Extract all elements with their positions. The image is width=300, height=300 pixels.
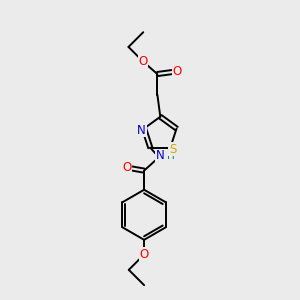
Text: S: S <box>169 142 176 156</box>
Text: O: O <box>140 248 149 261</box>
Text: N: N <box>156 149 165 162</box>
Text: O: O <box>122 161 132 174</box>
Text: O: O <box>173 65 182 78</box>
Text: N: N <box>137 124 146 136</box>
Text: H: H <box>167 151 175 161</box>
Text: O: O <box>139 55 148 68</box>
